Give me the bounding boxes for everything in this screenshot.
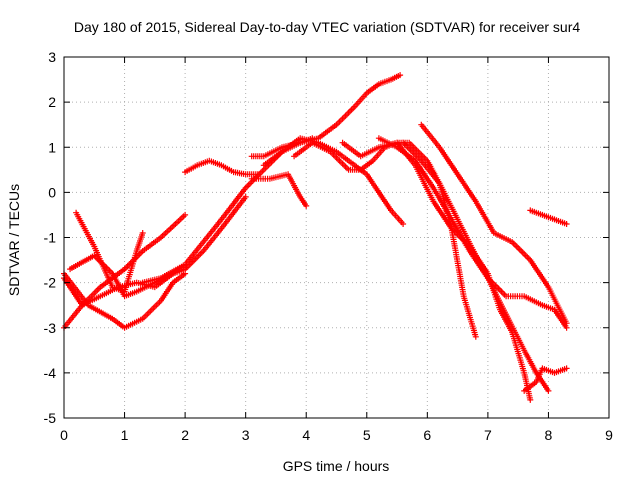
x-tick-label: 0 (60, 427, 68, 443)
grid (64, 57, 609, 418)
x-axis-label: GPS time / hours (283, 458, 390, 474)
series-track-5 (67, 193, 249, 300)
series-track-17 (521, 365, 570, 394)
x-tick-label: 9 (605, 427, 613, 443)
series-track-16 (527, 207, 570, 227)
y-tick-label: -4 (44, 365, 57, 381)
y-tick-label: -2 (44, 275, 57, 291)
series-track-7 (182, 157, 261, 178)
x-tick-label: 3 (242, 427, 250, 443)
plus-markers (527, 207, 570, 227)
y-tick-label: 0 (48, 184, 56, 200)
plus-markers (291, 139, 479, 340)
chart-title: Day 180 of 2015, Sidereal Day-to-day VTE… (74, 19, 580, 35)
plus-markers (139, 135, 316, 286)
series-track-13 (375, 135, 552, 394)
x-tick-label: 2 (181, 427, 189, 443)
y-tick-label: -1 (44, 230, 57, 246)
x-tick-label: 6 (423, 427, 431, 443)
plus-markers (375, 135, 552, 394)
y-tick-label: -5 (44, 410, 57, 426)
x-tick-label: 5 (363, 427, 371, 443)
x-tick-label: 7 (484, 427, 492, 443)
axis-ticks: 0 1 2 3 4 5 6 7 8 9 -5 -4 -3 -2 -1 0 1 2 3 (44, 49, 614, 443)
y-tick-label: 3 (48, 49, 56, 65)
series-track-11 (291, 139, 479, 340)
series-track-15 (418, 121, 570, 327)
x-tick-label: 8 (545, 427, 553, 443)
y-axis-label: SDTVAR / TECUs (6, 184, 22, 296)
x-tick-label: 1 (121, 427, 129, 443)
data-marks (61, 72, 570, 403)
plus-markers (182, 157, 261, 178)
y-tick-label: 2 (48, 94, 56, 110)
series-track-9 (248, 171, 310, 209)
plus-markers (400, 139, 570, 331)
series-track-14 (400, 139, 570, 331)
y-tick-label: 1 (48, 139, 56, 155)
x-tick-label: 4 (302, 427, 310, 443)
y-tick-label: -3 (44, 320, 57, 336)
series-track-6 (139, 135, 316, 286)
